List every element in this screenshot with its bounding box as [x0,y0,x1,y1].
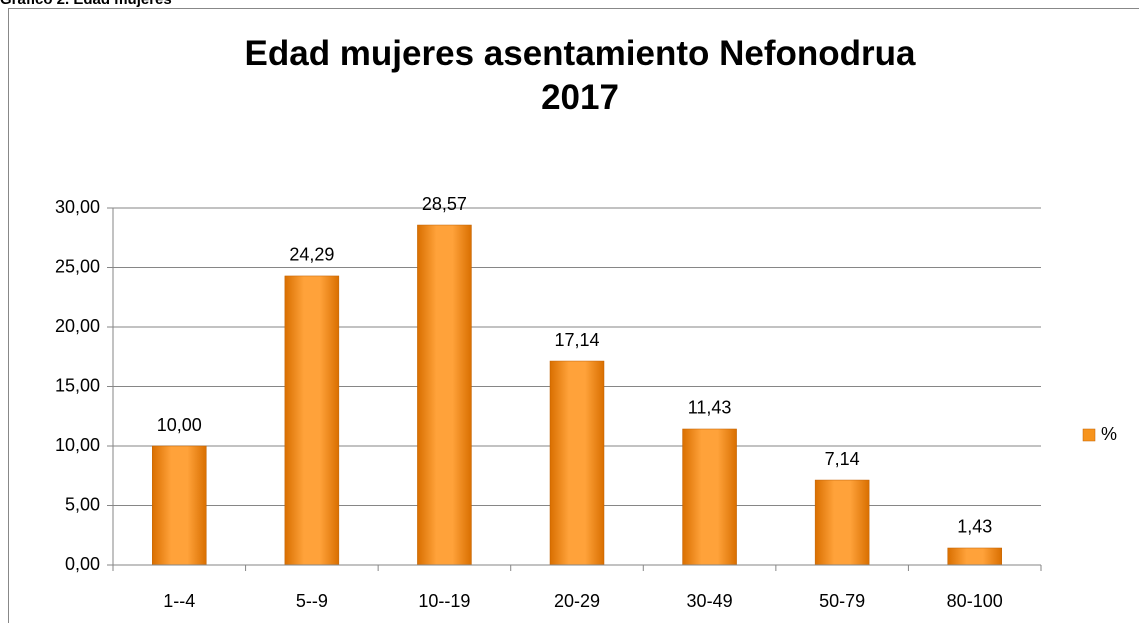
chart-frame [8,8,1139,623]
y-tick-label: 0,00 [65,554,100,574]
value-label: 17,14 [554,330,599,350]
y-tick-label: 5,00 [65,494,100,514]
value-label: 11,43 [688,398,732,418]
bar [417,224,472,566]
x-tick-label: 80-100 [947,591,1003,611]
x-tick-label: 20-29 [554,591,600,611]
bar [284,275,340,566]
x-tick-label: 1--4 [163,591,195,611]
bar [682,428,737,566]
y-tick-label: 25,00 [55,256,100,276]
bar [814,479,870,566]
bar [947,547,1002,566]
bar [549,360,605,566]
y-tick-label: 30,00 [55,197,100,217]
x-tick-label: 30-49 [687,591,733,611]
y-tick-label: 15,00 [55,375,100,395]
value-label: 24,29 [289,245,334,265]
value-label: 1,43 [957,517,992,537]
header: Gráfico 2. Edad mujeres [0,0,172,8]
legend-swatch [1082,428,1096,442]
legend-label: % [1101,424,1117,444]
bar [152,445,207,566]
value-label: 10,00 [157,415,202,435]
x-tick-label: 50-79 [819,591,865,611]
value-label: 28,57 [422,194,467,214]
value-label: 7,14 [825,449,860,469]
y-tick-label: 20,00 [55,316,100,336]
y-tick-label: 10,00 [55,435,100,455]
x-tick-label: 5--9 [296,591,328,611]
chart-title: Edad mujeres asentamiento Nefonodrua 201… [244,34,916,117]
x-tick-label: 10--19 [418,591,470,611]
